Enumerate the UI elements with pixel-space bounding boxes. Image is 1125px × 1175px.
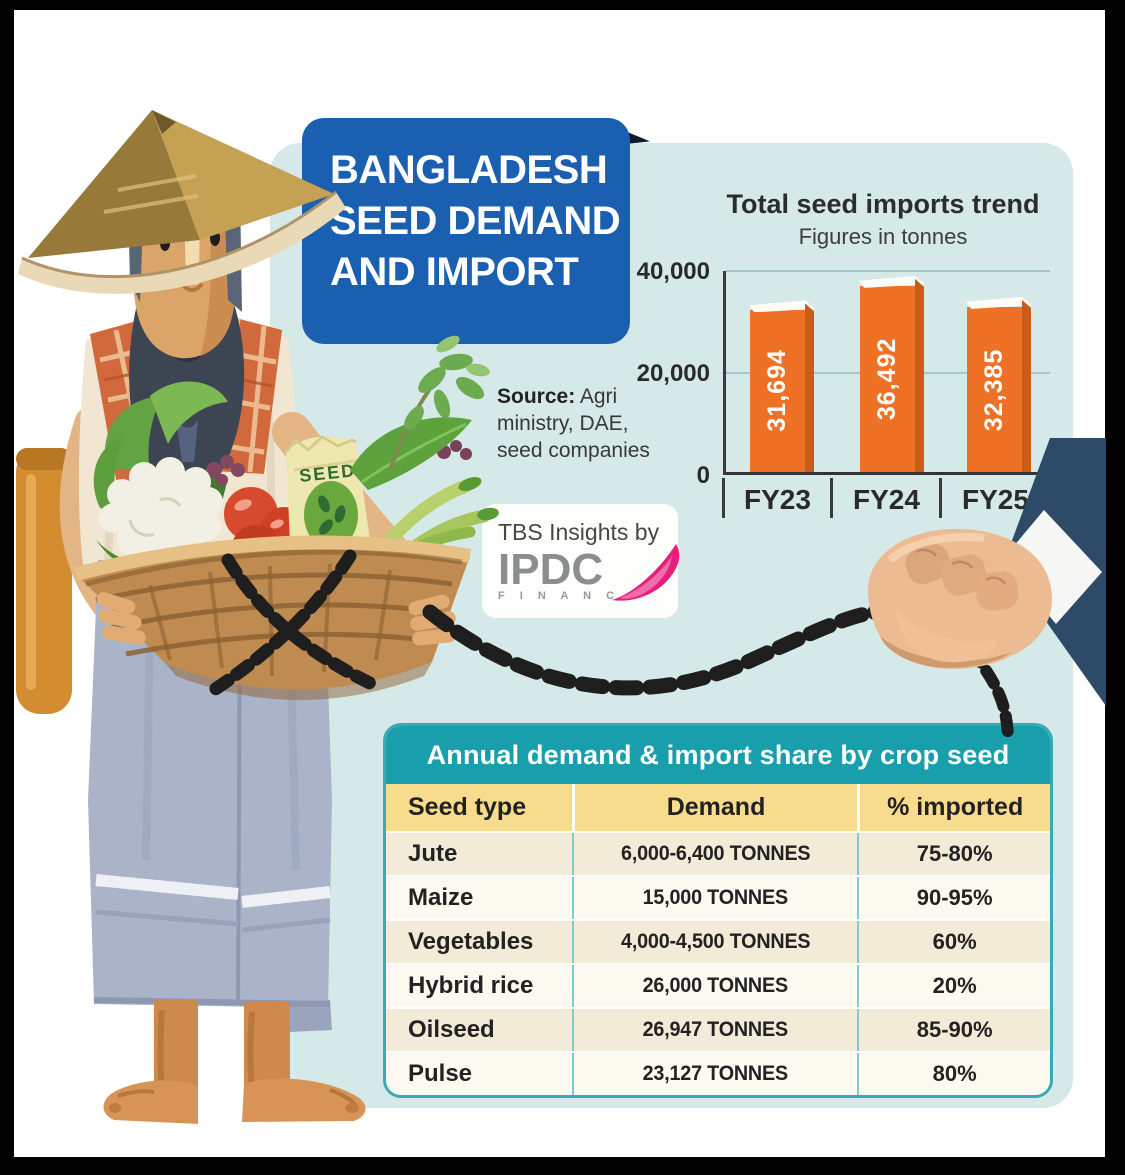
imported-cell: 75-80% — [857, 833, 1050, 875]
table-row: Pulse 23,127 TONNES 80% — [386, 1051, 1050, 1095]
demand-cell: 26,947 TONNES — [571, 1009, 858, 1051]
x-axis-tick — [1047, 478, 1050, 518]
ipdc-wordmark: IPDC — [498, 545, 604, 594]
table-row: Oilseed 26,947 TONNES 85-90% — [386, 1007, 1050, 1051]
gridline-40000 — [726, 270, 1050, 272]
demand-cell: 6,000-6,400 TONNES — [571, 833, 858, 875]
bar-value-label: 31,694 — [763, 349, 791, 433]
demand-value: 6,000-6,400 TONNES — [620, 842, 811, 865]
demand-value: 26,000 TONNES — [642, 974, 789, 997]
imported-cell: 20% — [857, 965, 1050, 1007]
seed-type-cell: Vegetables — [408, 928, 534, 955]
bar-value-label: 32,385 — [980, 348, 1008, 431]
seed-type-cell: Jute — [408, 840, 458, 867]
source-note: Source: Agri ministry, DAE, seed compani… — [497, 383, 659, 464]
x-axis-tick — [722, 478, 725, 518]
table-row: Maize 15,000 TONNES 90-95% — [386, 875, 1050, 919]
table-title: Annual demand & import share by crop see… — [386, 726, 1050, 784]
demand-cell: 23,127 TONNES — [571, 1053, 858, 1095]
column-header-seed-type: Seed type — [408, 793, 527, 821]
y-axis-tick-label: 40,000 — [636, 258, 710, 285]
seed-type-cell: Pulse — [408, 1060, 473, 1087]
bar-side-face — [1022, 299, 1031, 472]
seed-type-cell: Hybrid rice — [408, 972, 534, 999]
column-header-imported: % imported — [857, 784, 1050, 831]
imported-cell: 80% — [857, 1053, 1050, 1095]
demand-import-table: Annual demand & import share by crop see… — [383, 723, 1053, 1098]
chart-subtitle: Figures in tonnes — [798, 224, 968, 249]
page-title-line: BANGLADESH — [330, 148, 608, 192]
bar-fy25: 32,385 — [966, 296, 1032, 472]
seed-type-cell: Oilseed — [408, 1016, 495, 1043]
source-label: Source: — [497, 385, 576, 408]
y-axis-tick-label: 20,000 — [636, 360, 710, 387]
y-axis-tick-label: 0 — [696, 462, 710, 489]
page-title-line: SEED DEMAND — [330, 199, 621, 243]
title-ribbon: BANGLADESH SEED DEMAND AND IMPORT — [302, 118, 630, 344]
demand-value: 23,127 TONNES — [642, 1062, 789, 1085]
ipdc-logo: IPDC F I N A N C E — [498, 544, 680, 602]
ipdc-swoosh-icon — [612, 544, 680, 601]
imported-cell: 85-90% — [857, 1009, 1050, 1051]
x-axis-tick — [830, 478, 833, 518]
x-axis-label-fy25: FY25 — [962, 484, 1029, 515]
demand-value: 4,000-4,500 TONNES — [620, 930, 811, 953]
sponsor-card: TBS Insights by IPDC F I N A N C E — [482, 504, 680, 618]
source-text: Agri ministry, DAE, seed companies — [497, 385, 650, 462]
imported-cell: 60% — [857, 921, 1050, 963]
demand-value: 15,000 TONNES — [642, 886, 789, 909]
bar-value-label: 36,492 — [873, 337, 901, 421]
table-row: Vegetables 4,000-4,500 TONNES 60% — [386, 919, 1050, 963]
bar-fy24: 36,492 — [859, 275, 925, 472]
demand-value: 26,947 TONNES — [642, 1018, 789, 1041]
demand-cell: 15,000 TONNES — [571, 877, 858, 919]
x-axis-label-fy24: FY24 — [853, 484, 920, 515]
sponsor-byline: TBS Insights by — [498, 519, 660, 545]
page-title-line: AND IMPORT — [330, 250, 579, 294]
bar-side-face — [915, 278, 924, 472]
bar-fy23: 31,694 — [749, 300, 815, 472]
seed-type-cell: Maize — [408, 884, 474, 911]
column-header-demand: Demand — [571, 784, 858, 831]
imported-cell: 90-95% — [857, 877, 1050, 919]
table-header-row: Seed type Demand % imported — [386, 784, 1050, 831]
ipdc-finance-label: F I N A N C E — [498, 590, 643, 602]
bar-side-face — [805, 303, 814, 472]
x-axis-label-fy23: FY23 — [744, 484, 811, 515]
table-row: Jute 6,000-6,400 TONNES 75-80% — [386, 831, 1050, 875]
demand-cell: 26,000 TONNES — [571, 965, 858, 1007]
demand-cell: 4,000-4,500 TONNES — [571, 921, 858, 963]
chart-title: Total seed imports trend — [726, 189, 1040, 219]
bar-chart-plot: 31,694 36,492 32,385 — [723, 270, 1050, 475]
table-row: Hybrid rice 26,000 TONNES 20% — [386, 963, 1050, 1007]
x-axis-tick — [939, 478, 942, 518]
